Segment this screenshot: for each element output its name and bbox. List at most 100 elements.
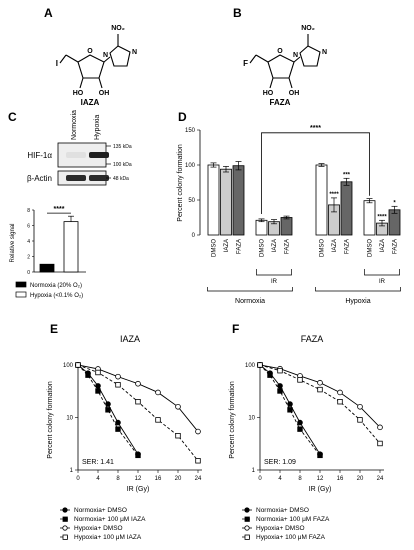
data-point: [195, 458, 201, 464]
panel-letter-d: D: [178, 110, 187, 124]
x-tick-label: 16: [155, 476, 162, 482]
x-tick-label: 20: [175, 476, 182, 482]
blot-row-label: β-Actin: [27, 174, 52, 183]
category-label: IAZA: [332, 239, 338, 252]
y-tick-label: 100: [63, 363, 74, 369]
y-tick-label: 2: [27, 255, 30, 261]
data-point: [337, 389, 343, 396]
data-point: [297, 377, 303, 383]
data-point: [115, 419, 121, 426]
bar: [207, 164, 220, 236]
colony-formation-bar-chart: 0 50 100 150 Percent colony formation DMSO IAZ…: [177, 125, 401, 305]
significance-label: ****: [377, 214, 387, 220]
x-tick-label: 16: [337, 476, 344, 482]
y-tick-label: 100: [245, 363, 256, 369]
data-point: [287, 401, 293, 407]
group-bracket: [207, 287, 293, 292]
x-tick-label: 24: [195, 476, 202, 482]
ser-annotation: SER: 1.09: [264, 459, 296, 466]
significance-bracket: [261, 132, 370, 214]
data-point: [115, 373, 121, 380]
iaza-structure: NO₂ N N O I HO OH IAZA: [56, 25, 137, 107]
significance-label: ****: [54, 206, 65, 213]
group-label: Hypoxia: [345, 298, 370, 305]
marker-label: 48 kDa: [113, 176, 129, 182]
faza-name-label: FAZA: [270, 98, 291, 107]
panel-letter-b: B: [233, 6, 242, 20]
legend-marker: [62, 525, 68, 531]
blot-band: [89, 175, 109, 181]
ir-label: IR: [271, 279, 278, 285]
data-point: [155, 417, 161, 423]
data-point: [317, 379, 323, 386]
data-point: [357, 417, 363, 423]
group-label: Normoxia: [235, 298, 265, 305]
data-point: [135, 452, 141, 459]
data-point: [377, 440, 383, 447]
y-axis-label: Percent colony formation: [47, 381, 54, 459]
bar: [220, 168, 232, 236]
marker-label: 100 kDa: [113, 162, 132, 168]
lane-label: Normoxia: [71, 110, 78, 140]
legend-marker: [62, 534, 68, 540]
y-tick-label: 1: [70, 468, 74, 474]
x-tick-label: 0: [258, 476, 262, 482]
bar: [280, 217, 293, 236]
faza-oh-label: OH: [289, 90, 300, 97]
category-label: DMSO: [260, 239, 266, 257]
data-point: [75, 362, 81, 368]
legend-label: Hypoxia+ DMSO: [74, 525, 123, 532]
chemical-structures: NO₂ N N O I HO OH IAZA NO₂ N N O F HO OH…: [56, 25, 327, 107]
significance-label: *: [393, 200, 396, 206]
iaza-oh-label: OH: [99, 90, 110, 97]
faza-ho-label: HO: [263, 90, 274, 97]
legend-marker: [62, 516, 68, 522]
ir-bracket: [364, 269, 400, 276]
x-tick-label: 8: [116, 476, 120, 482]
data-point: [155, 389, 161, 396]
iaza-n3-label: N: [132, 49, 137, 56]
bar: [232, 165, 245, 236]
legend-label: Normoxia+ DMSO: [74, 507, 127, 514]
y-tick-label: 6: [27, 224, 30, 230]
chart-title: FAZA: [301, 334, 324, 344]
data-point: [95, 383, 101, 389]
faza-n3-label: N: [322, 49, 327, 56]
x-tick-label: 12: [317, 476, 324, 482]
category-label: FAZA: [285, 239, 291, 254]
ser-annotation: SER: 1.41: [82, 459, 114, 466]
legend-label: Normoxia+ DMSO: [256, 507, 309, 514]
significance-label: ****: [329, 192, 339, 198]
category-label: FAZA: [393, 239, 399, 254]
data-point: [287, 407, 293, 413]
faza-ring-oxygen: O: [277, 48, 283, 55]
bar: [315, 164, 328, 236]
legend-swatch: [15, 281, 27, 288]
iaza-n1-label: N: [103, 52, 108, 59]
blot-row-label: HIF-1α: [27, 151, 52, 160]
legend-label: Hypoxia+ 100 μM FAZA: [256, 534, 326, 541]
y-tick-label: 8: [27, 208, 30, 214]
bar: [39, 263, 55, 273]
ir-label: IR: [379, 279, 386, 285]
data-point: [297, 419, 303, 426]
data-point: [277, 383, 283, 389]
faza-survival-curve-chart: FAZA 1 10 100 0 4 8 12 16 20 24 IR (Gy) Percent colo…: [229, 334, 384, 541]
data-point: [357, 403, 363, 410]
faza-no2-label: NO₂: [301, 25, 315, 32]
series-line: [259, 364, 381, 444]
category-label: IAZA: [224, 239, 230, 252]
legend-label: Hypoxia (<0.1% O₂): [30, 293, 83, 299]
data-point: [337, 398, 343, 405]
data-point: [135, 380, 141, 387]
legend-marker: [244, 516, 250, 522]
bar: [63, 221, 79, 273]
data-point: [267, 372, 273, 378]
category-label: DMSO: [368, 239, 374, 257]
data-point: [195, 428, 201, 435]
data-point: [95, 369, 101, 376]
x-axis-label: IR (Gy): [309, 486, 332, 493]
category-label: DMSO: [212, 239, 218, 257]
data-point: [317, 452, 323, 459]
significance-label: ****: [310, 125, 321, 132]
